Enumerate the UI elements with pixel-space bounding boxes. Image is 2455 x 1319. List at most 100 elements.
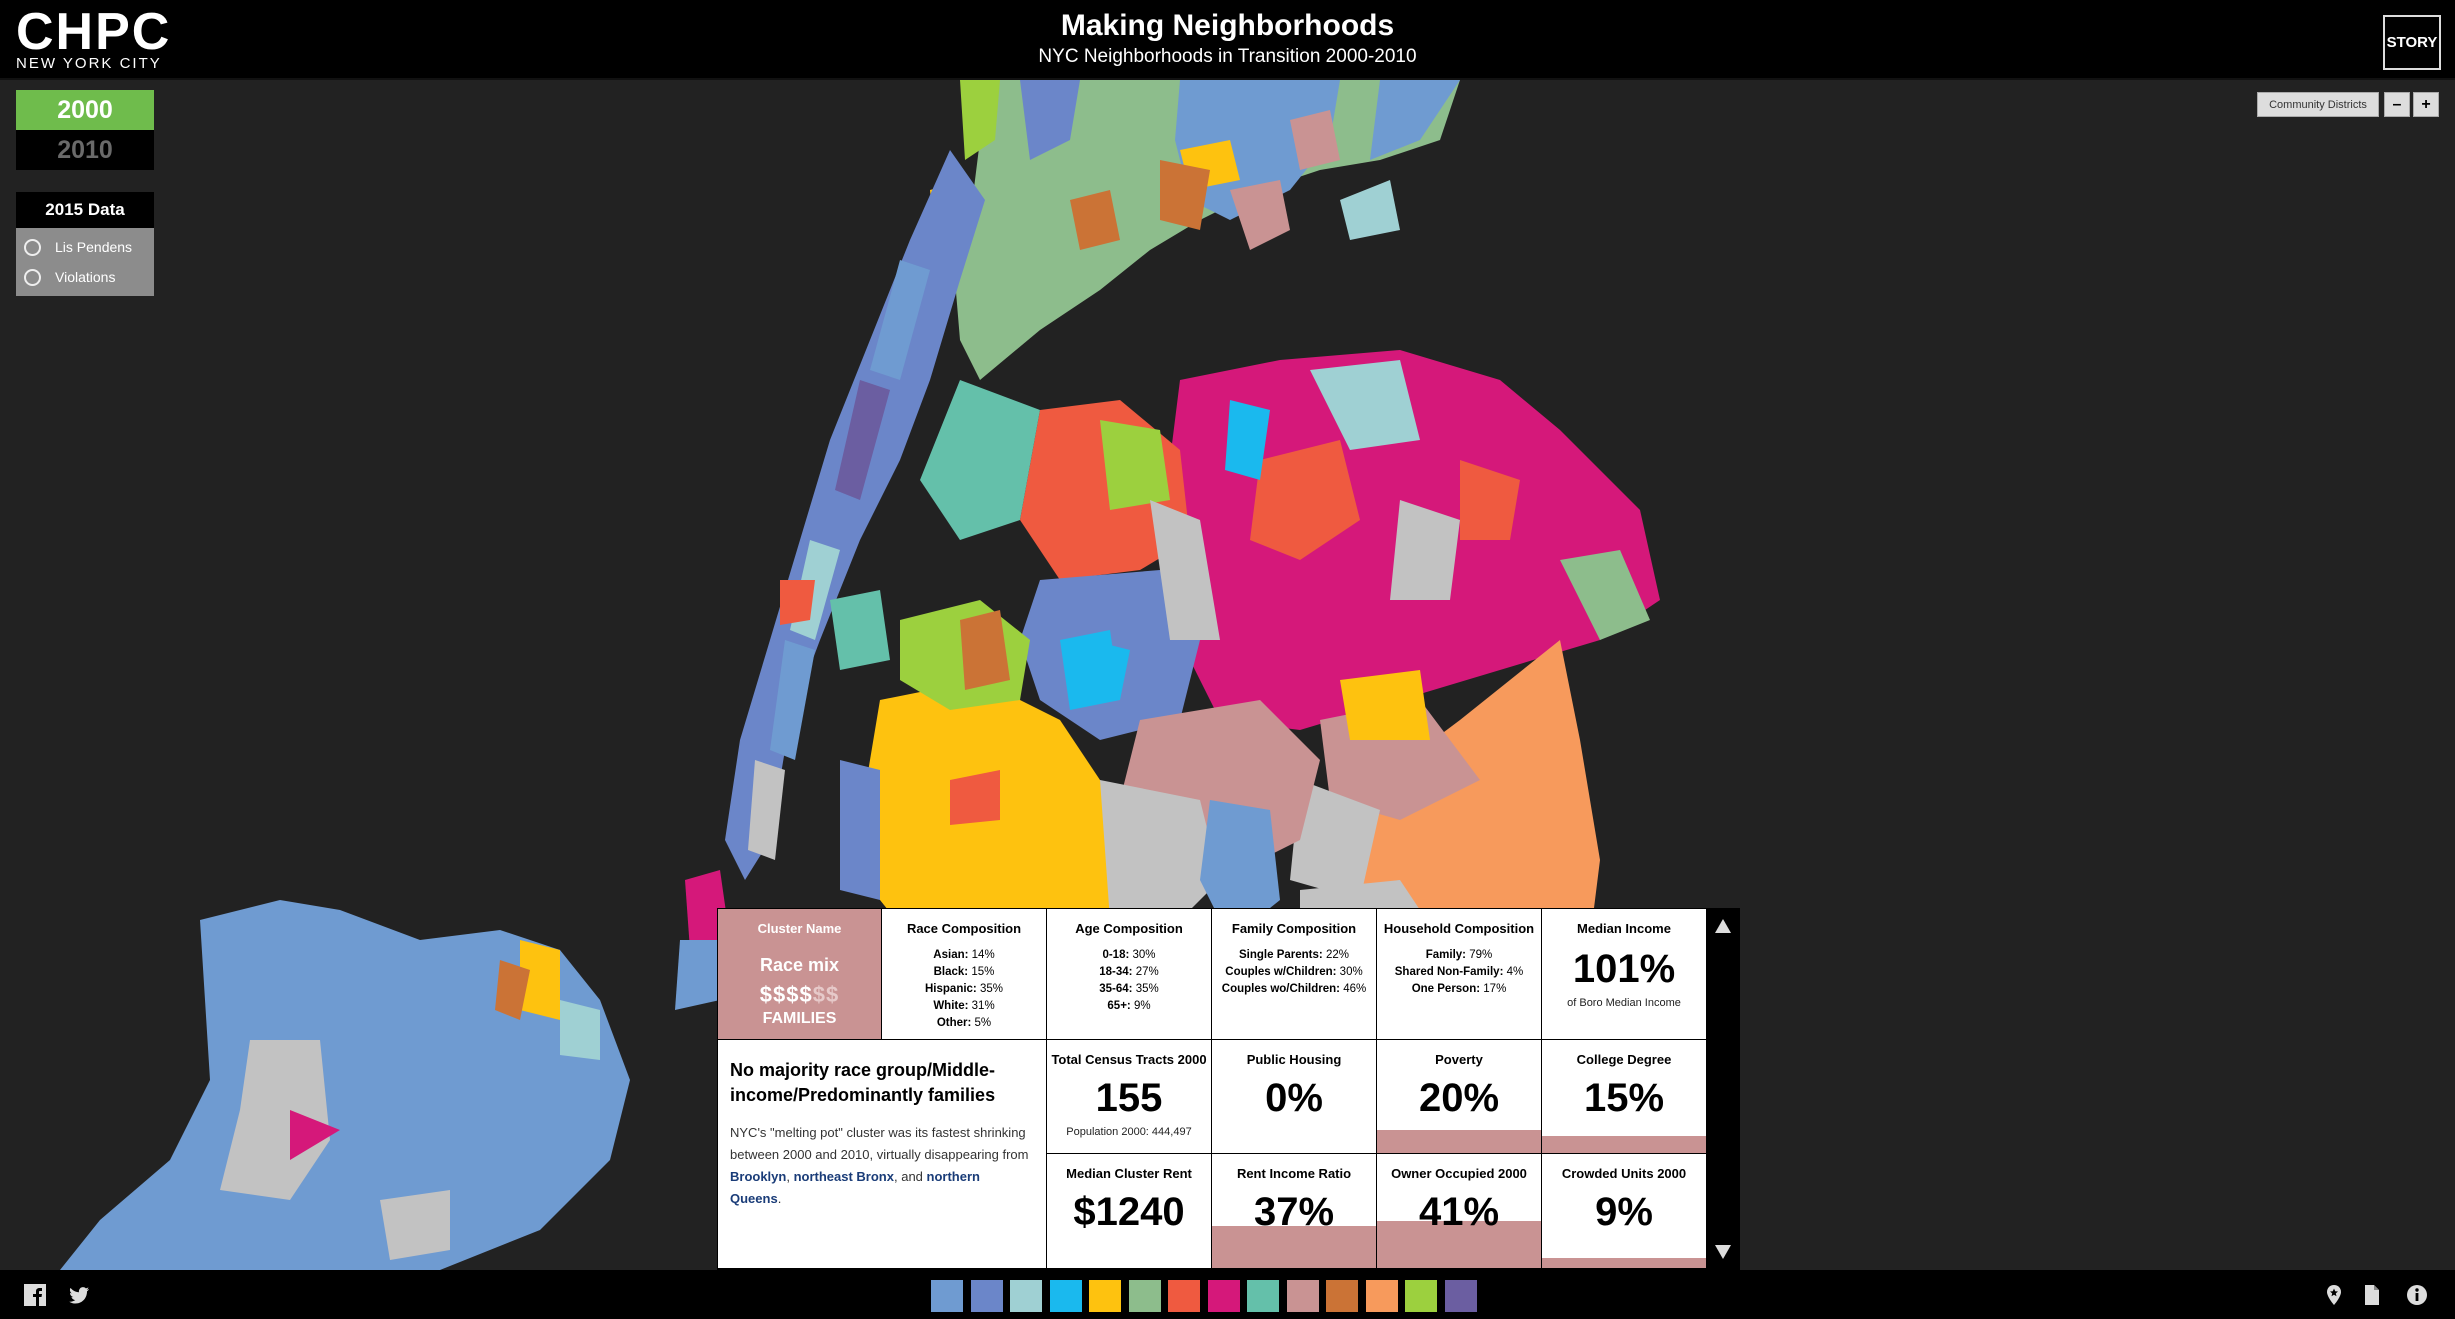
violations-option[interactable]: Violations <box>16 262 154 292</box>
scroll-up-icon[interactable] <box>1715 919 1731 933</box>
household-list: Family: 79% Shared Non-Family: 4% One Pe… <box>1377 947 1541 998</box>
household-item: Shared Non-Family: 4% <box>1394 966 1524 978</box>
families-label: FAMILIES <box>762 1010 837 1027</box>
data-panel-title: 2015 Data <box>16 192 154 228</box>
age-title: Age Composition <box>1075 921 1183 936</box>
income-dollars: $$$$$$ <box>718 982 881 1008</box>
brooklyn[interactable] <box>675 590 1440 1010</box>
manhattan[interactable] <box>725 150 985 880</box>
scroll-down-icon[interactable] <box>1715 1245 1731 1259</box>
census-tracts-value: 155 <box>1095 1076 1163 1120</box>
crowded-units-title: Crowded Units 2000 <box>1561 1166 1687 1181</box>
location-icon[interactable] <box>2323 1284 2345 1306</box>
map-region <box>830 590 890 670</box>
age-item: 65+: 9% <box>1107 1000 1151 1012</box>
northern-queens-link[interactable]: northern Queens <box>730 1169 980 1206</box>
map-region <box>290 1110 340 1160</box>
map-region <box>1100 420 1170 510</box>
northeast-bronx-link[interactable]: northeast Bronx <box>793 1169 894 1184</box>
legend-swatch[interactable] <box>1049 1280 1082 1312</box>
legend-swatch[interactable] <box>931 1280 963 1312</box>
map-region <box>220 1040 330 1200</box>
family-title: Family Composition <box>1231 921 1357 936</box>
household-title: Household Composition <box>1383 921 1535 936</box>
map-region <box>60 900 630 1270</box>
median-rent-value: $1240 <box>1073 1190 1185 1234</box>
brooklyn-link[interactable]: Brooklyn <box>730 1169 787 1184</box>
median-rent-cell: Median Cluster Rent $1240 <box>1047 1154 1212 1269</box>
race-title: Race Composition <box>906 921 1022 936</box>
cluster-name: Race mix <box>759 955 840 975</box>
legend-swatch[interactable] <box>1326 1280 1358 1312</box>
median-rent-title: Median Cluster Rent <box>1066 1166 1192 1181</box>
nyc-cluster-map[interactable] <box>0 80 2455 1270</box>
radio-icon[interactable] <box>24 238 41 256</box>
legend-swatch[interactable] <box>1365 1280 1398 1312</box>
twitter-icon[interactable] <box>68 1284 90 1306</box>
map-region <box>1290 110 1340 170</box>
option-label: Lis Pendens <box>55 239 133 255</box>
cluster-description-title: No majority race group/Middle-income/Pre… <box>730 1060 996 1105</box>
zoom-out-button[interactable]: – <box>2384 92 2410 117</box>
staten-island[interactable] <box>60 900 630 1270</box>
legend-swatch[interactable] <box>1168 1280 1200 1312</box>
age-list: 0-18: 30% 18-34: 27% 35-64: 35% 65+: 9% <box>1047 947 1211 1015</box>
map-region <box>1200 800 1280 940</box>
page-subtitle: NYC Neighborhoods in Transition 2000-201… <box>1038 46 1417 67</box>
crowded-units-value: 9% <box>1595 1190 1653 1234</box>
legend-swatch[interactable] <box>1128 1280 1161 1312</box>
cluster-description-cell: No majority race group/Middle-income/Pre… <box>718 1040 1047 1269</box>
map-region <box>1560 550 1650 640</box>
census-tracts-cell: Total Census Tracts 2000 155 Population … <box>1047 1040 1212 1154</box>
family-list: Single Parents: 22% Couples w/Children: … <box>1212 947 1376 998</box>
legend-swatch[interactable] <box>970 1280 1003 1312</box>
data-2015-panel: 2015 Data Lis Pendens Violations <box>16 192 154 296</box>
rent-income-ratio-cell: Rent Income Ratio 37% <box>1212 1154 1377 1269</box>
poverty-bar <box>1377 1130 1541 1153</box>
map-region <box>780 580 815 625</box>
family-composition-cell: Family Composition Single Parents: 22% C… <box>1212 909 1377 1040</box>
option-label: Violations <box>55 269 116 285</box>
poverty-title: Poverty <box>1435 1052 1483 1067</box>
map-region <box>1290 780 1380 900</box>
race-composition-cell: Race Composition Asian: 14% Black: 15% H… <box>882 909 1047 1040</box>
legend-swatch[interactable] <box>1286 1280 1319 1312</box>
year-2000-button[interactable]: 2000 <box>16 90 154 130</box>
zoom-in-button[interactable]: + <box>2413 92 2439 117</box>
story-button[interactable]: STORY <box>2383 15 2441 70</box>
legend-swatch[interactable] <box>1405 1280 1437 1312</box>
age-item: 35-64: 35% <box>1099 983 1159 995</box>
crowded-units-cell: Crowded Units 2000 9% <box>1542 1154 1707 1269</box>
age-item: 0-18: 30% <box>1102 949 1156 961</box>
college-degree-title: College Degree <box>1576 1052 1672 1067</box>
cluster-name-cell: Cluster Name Race mix $$$$$$ FAMILIES <box>718 909 882 1040</box>
bronx[interactable] <box>930 80 1460 380</box>
legend-swatch[interactable] <box>1207 1280 1240 1312</box>
lis-pendens-option[interactable]: Lis Pendens <box>16 232 154 262</box>
public-housing-value: 0% <box>1265 1076 1323 1120</box>
radio-icon[interactable] <box>24 268 41 286</box>
rent-income-ratio-title: Rent Income Ratio <box>1236 1166 1352 1181</box>
median-income-value: 101% <box>1572 947 1676 991</box>
legend-swatch[interactable] <box>1444 1280 1477 1312</box>
community-districts-button[interactable]: Community Districts <box>2257 92 2379 117</box>
median-income-cell: Median Income 101% of Boro Median Income <box>1542 909 1707 1040</box>
footer <box>0 1270 2455 1319</box>
chpc-logo[interactable]: CHPC NEW YORK CITY <box>16 6 171 72</box>
document-icon[interactable] <box>2361 1284 2383 1306</box>
map-region <box>1340 180 1400 240</box>
facebook-icon[interactable] <box>24 1284 46 1306</box>
legend-swatch[interactable] <box>1247 1280 1279 1312</box>
age-composition-cell: Age Composition 0-18: 30% 18-34: 27% 35-… <box>1047 909 1212 1040</box>
info-icon[interactable] <box>2406 1284 2428 1306</box>
map-region <box>748 760 785 860</box>
legend-swatch[interactable] <box>1089 1280 1121 1312</box>
year-2010-button[interactable]: 2010 <box>16 130 154 170</box>
cluster-name-header: Cluster Name <box>757 921 842 936</box>
owner-occupied-bar <box>1377 1221 1541 1268</box>
legend-swatch[interactable] <box>1010 1280 1042 1312</box>
data-panel-options: Lis Pendens Violations <box>16 228 154 296</box>
age-item: 18-34: 27% <box>1099 966 1159 978</box>
title-block: Making Neighborhoods NYC Neighborhoods i… <box>0 8 2455 70</box>
logo-text: CHPC <box>16 3 172 61</box>
